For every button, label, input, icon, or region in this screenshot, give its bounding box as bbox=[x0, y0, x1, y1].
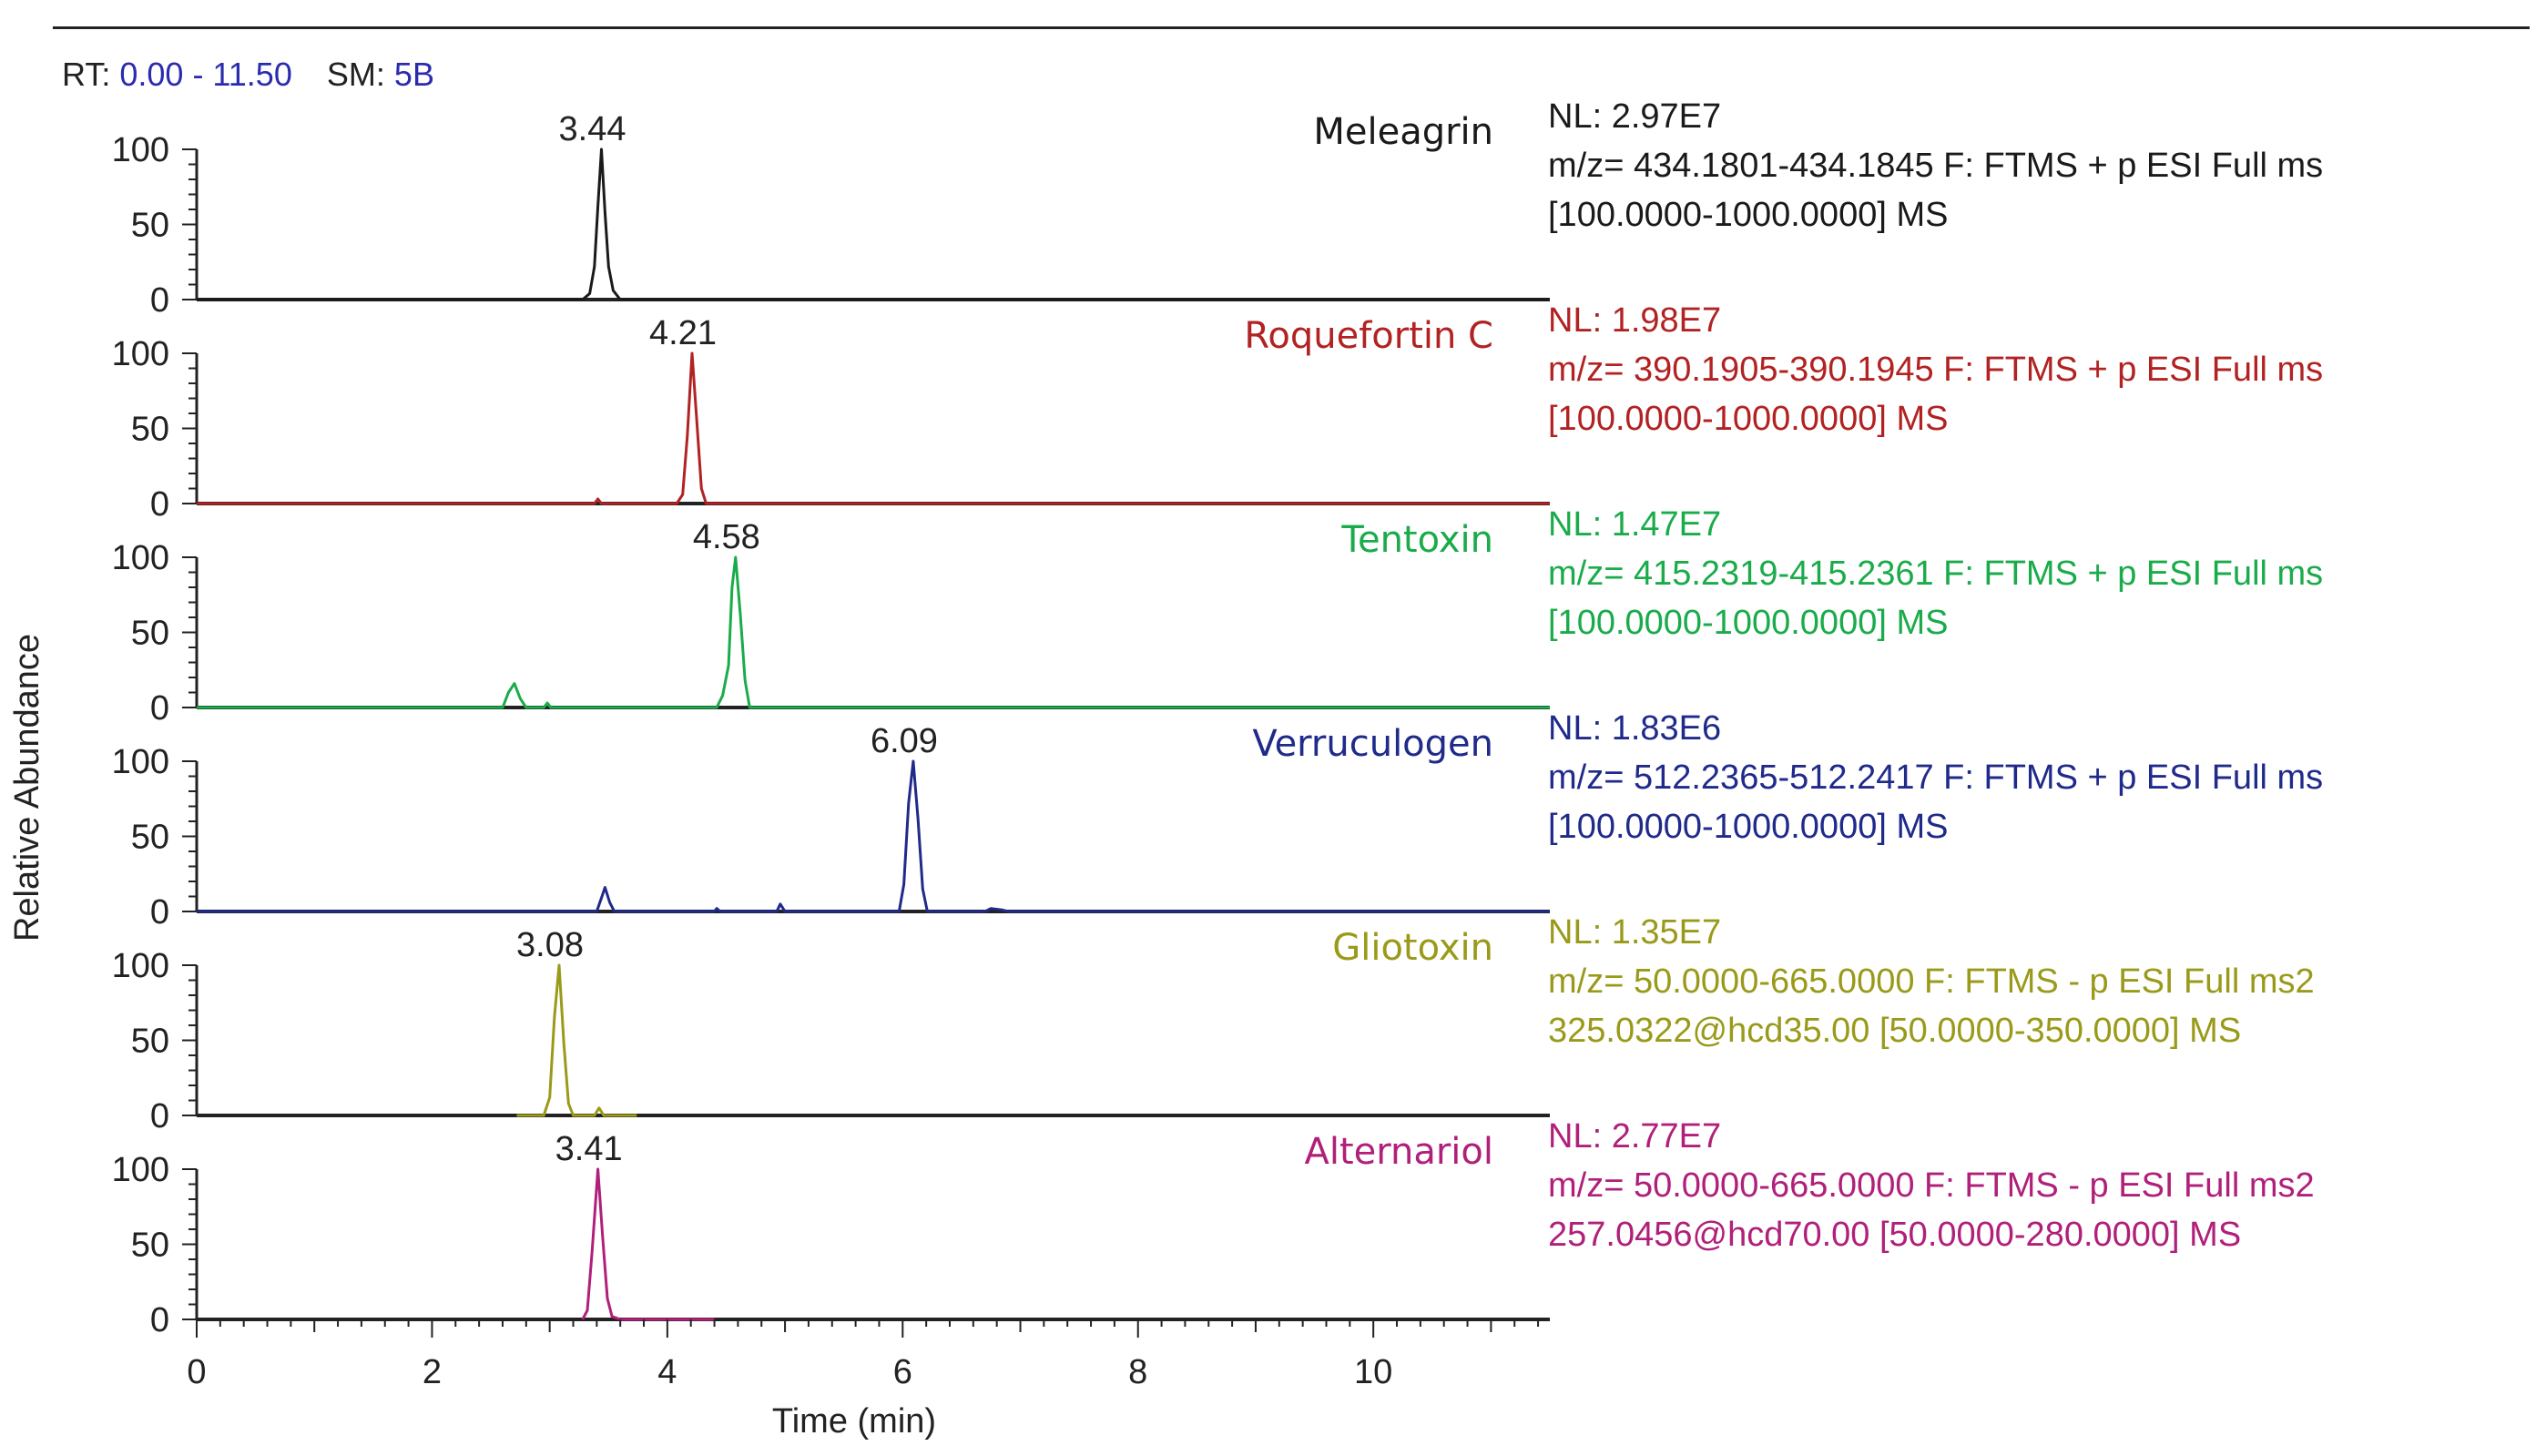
peak-label-meleagrin: 3.44 bbox=[559, 110, 626, 148]
y-tick-label-gliotoxin: 50 bbox=[131, 1023, 169, 1061]
y-tick-label-alternariol: 50 bbox=[131, 1227, 169, 1265]
peak-label-verruculogen: 6.09 bbox=[871, 722, 938, 760]
sm-label: SM: bbox=[326, 56, 385, 93]
info-line-verruculogen: m/z= 512.2365-512.2417 F: FTMS + p ESI F… bbox=[1548, 759, 2323, 797]
y-tick-label-tentoxin: 50 bbox=[131, 615, 169, 653]
rt-label: RT: bbox=[62, 56, 111, 93]
info-line-tentoxin: [100.0000-1000.0000] MS bbox=[1548, 604, 1948, 642]
x-tick-label: 0 bbox=[187, 1353, 206, 1391]
trace-alternariol bbox=[581, 1167, 715, 1321]
chart-header: RT: 0.00 - 11.50 SM: 5B bbox=[62, 56, 434, 94]
info-line-alternariol: 257.0456@hcd70.00 [50.0000-280.0000] MS bbox=[1548, 1216, 2241, 1254]
x-tick-label: 2 bbox=[423, 1353, 442, 1391]
info-line-meleagrin: NL: 2.97E7 bbox=[1548, 97, 1721, 136]
compound-name-verruculogen: Verruculogen bbox=[1252, 723, 1493, 765]
info-line-gliotoxin: 325.0322@hcd35.00 [50.0000-350.0000] MS bbox=[1548, 1012, 2241, 1050]
x-tick-label: 8 bbox=[1128, 1353, 1147, 1391]
info-line-tentoxin: m/z= 415.2319-415.2361 F: FTMS + p ESI F… bbox=[1548, 555, 2323, 593]
info-line-meleagrin: [100.0000-1000.0000] MS bbox=[1548, 196, 1948, 234]
peak-label-roquefortin-c: 4.21 bbox=[649, 314, 717, 352]
info-line-alternariol: NL: 2.77E7 bbox=[1548, 1117, 1721, 1156]
x-tick-label: 4 bbox=[657, 1353, 677, 1391]
y-tick-label-roquefortin-c: 50 bbox=[131, 411, 169, 449]
info-line-roquefortin-c: NL: 1.98E7 bbox=[1548, 301, 1721, 340]
info-line-tentoxin: NL: 1.47E7 bbox=[1548, 505, 1721, 544]
y-tick-label-alternariol: 0 bbox=[150, 1301, 169, 1339]
y-tick-label-alternariol: 100 bbox=[112, 1151, 169, 1189]
compound-name-roquefortin-c: Roquefortin C bbox=[1244, 315, 1493, 357]
trace-verruculogen bbox=[197, 759, 1550, 913]
info-line-verruculogen: [100.0000-1000.0000] MS bbox=[1548, 808, 1948, 846]
peak-label-alternariol: 3.41 bbox=[555, 1130, 623, 1168]
y-tick-label-verruculogen: 0 bbox=[150, 893, 169, 932]
x-tick-label: 6 bbox=[893, 1353, 912, 1391]
compound-name-meleagrin: Meleagrin bbox=[1313, 111, 1493, 153]
compound-name-tentoxin: Tentoxin bbox=[1340, 519, 1493, 561]
info-line-roquefortin-c: m/z= 390.1905-390.1945 F: FTMS + p ESI F… bbox=[1548, 351, 2323, 389]
y-tick-label-verruculogen: 100 bbox=[112, 743, 169, 781]
y-tick-label-meleagrin: 0 bbox=[150, 281, 169, 320]
trace-roquefortin-c bbox=[197, 351, 1550, 505]
top-rule bbox=[53, 26, 2530, 29]
compound-name-gliotoxin: Gliotoxin bbox=[1332, 927, 1493, 969]
info-line-meleagrin: m/z= 434.1801-434.1845 F: FTMS + p ESI F… bbox=[1548, 147, 2323, 185]
info-line-gliotoxin: NL: 1.35E7 bbox=[1548, 913, 1721, 952]
y-tick-label-roquefortin-c: 0 bbox=[150, 485, 169, 524]
rt-range: 0.00 - 11.50 bbox=[119, 56, 292, 93]
peak-label-gliotoxin: 3.08 bbox=[516, 926, 584, 964]
info-line-gliotoxin: m/z= 50.0000-665.0000 F: FTMS - p ESI Fu… bbox=[1548, 962, 2315, 1001]
y-tick-label-tentoxin: 0 bbox=[150, 689, 169, 728]
y-tick-label-gliotoxin: 0 bbox=[150, 1097, 169, 1135]
y-tick-label-tentoxin: 100 bbox=[112, 539, 169, 577]
info-line-verruculogen: NL: 1.83E6 bbox=[1548, 709, 1721, 748]
info-line-roquefortin-c: [100.0000-1000.0000] MS bbox=[1548, 400, 1948, 438]
x-axis-label: Time (min) bbox=[772, 1402, 936, 1441]
info-line-alternariol: m/z= 50.0000-665.0000 F: FTMS - p ESI Fu… bbox=[1548, 1166, 2315, 1205]
trace-tentoxin bbox=[197, 555, 1550, 709]
y-tick-label-meleagrin: 50 bbox=[131, 207, 169, 245]
x-tick-label: 10 bbox=[1354, 1353, 1392, 1391]
sm-value: 5B bbox=[393, 56, 434, 93]
y-tick-label-roquefortin-c: 100 bbox=[112, 335, 169, 373]
y-axis-label: Relative Abundance bbox=[8, 634, 46, 942]
y-tick-label-verruculogen: 50 bbox=[131, 819, 169, 857]
trace-gliotoxin bbox=[516, 963, 637, 1117]
y-tick-label-meleagrin: 100 bbox=[112, 131, 169, 169]
compound-name-alternariol: Alternariol bbox=[1304, 1131, 1493, 1173]
trace-meleagrin bbox=[197, 148, 1550, 301]
peak-label-tentoxin: 4.58 bbox=[693, 518, 760, 556]
y-tick-label-gliotoxin: 100 bbox=[112, 947, 169, 985]
